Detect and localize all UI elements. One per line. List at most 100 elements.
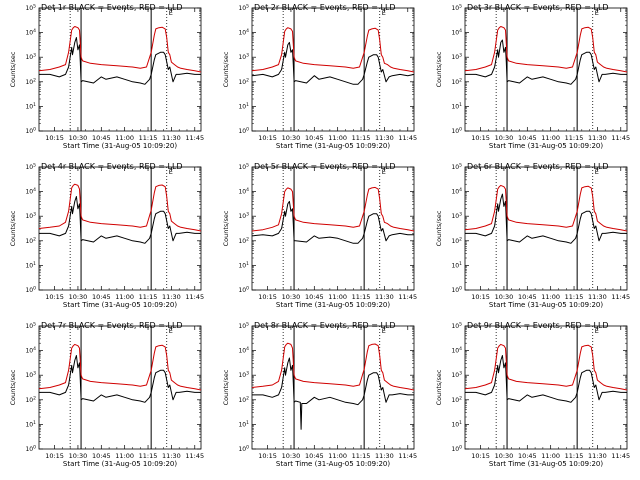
marker-label: E: [169, 9, 173, 17]
x-tick-label: 11:30: [588, 293, 607, 301]
y-tick-label: 101: [451, 102, 462, 111]
y-tick-label: 103: [25, 371, 36, 380]
y-tick-label: 101: [238, 261, 249, 270]
plot-frame: [38, 325, 202, 450]
events-series-line: [251, 200, 414, 244]
y-tick-label: 103: [451, 53, 462, 62]
x-tick-label: 11:00: [328, 293, 347, 301]
y-axis-label: Counts/sec: [222, 369, 230, 405]
x-tick-label: 10:15: [471, 134, 490, 142]
x-tick-label: 10:45: [92, 452, 111, 460]
y-axis-label: Counts/sec: [435, 369, 443, 405]
y-tick-label: 105: [25, 322, 36, 331]
y-tick-label: 103: [238, 53, 249, 62]
y-tick-label: 101: [25, 420, 36, 429]
marker-label: E: [169, 168, 173, 176]
y-tick-label: 101: [25, 261, 36, 270]
chart-panel: Det 9r BLACK = Events, RED = LLD 100 101 10…: [435, 321, 630, 468]
y-tick-label: 101: [25, 102, 36, 111]
events-series-line: [465, 355, 627, 403]
x-tick-label: 11:30: [162, 134, 181, 142]
events-series-line: [39, 355, 201, 403]
lld-series-line: [251, 186, 415, 232]
y-tick-label: 100: [451, 445, 462, 454]
x-tick-label: 11:00: [115, 134, 134, 142]
y-tick-label: 102: [451, 77, 462, 86]
plot-frame: [38, 166, 202, 291]
plot-frame: [251, 166, 415, 291]
x-tick-label: 11:00: [115, 293, 134, 301]
chart-panel: Det 2r BLACK = Events, RED = LLD 100 101 10…: [222, 3, 417, 150]
marker-label: E: [382, 168, 386, 176]
x-tick-label: 10:45: [518, 452, 537, 460]
y-tick-label: 104: [451, 346, 462, 355]
x-tick-label: 10:45: [92, 134, 111, 142]
x-tick-label: 10:30: [282, 452, 301, 460]
x-tick-label: 10:15: [45, 293, 64, 301]
x-tick-label: 10:45: [92, 293, 111, 301]
x-tick-label: 11:15: [565, 134, 584, 142]
x-tick-label: 10:30: [282, 134, 301, 142]
marker-label: E: [382, 9, 386, 17]
y-tick-label: 100: [238, 127, 249, 136]
x-tick-label: 11:45: [398, 134, 417, 142]
lld-series-line: [464, 343, 628, 391]
y-tick-label: 102: [238, 236, 249, 245]
events-series-line: [39, 196, 201, 244]
y-tick-label: 103: [25, 53, 36, 62]
y-tick-label: 101: [451, 261, 462, 270]
lld-series-line: [251, 342, 415, 391]
x-tick-label: 11:15: [139, 452, 158, 460]
chart-panel: Det 6r BLACK = Events, RED = LLD 100 101 10…: [435, 162, 630, 309]
x-tick-label: 11:15: [352, 452, 371, 460]
y-tick-label: 104: [25, 187, 36, 196]
y-axis-label: Counts/sec: [435, 51, 443, 87]
plot-frame: [464, 325, 628, 450]
y-tick-label: 102: [238, 395, 249, 404]
chart-title: Det 6r BLACK = Events, RED = LLD: [467, 162, 609, 171]
x-tick-label: 11:15: [565, 452, 584, 460]
chart-panel: Det 3r BLACK = Events, RED = LLD 100 101 10…: [435, 3, 630, 150]
x-axis-label: Start Time (31-Aug-05 10:09:20): [276, 301, 390, 309]
marker-label: E: [595, 168, 599, 176]
y-tick-label: 102: [238, 77, 249, 86]
events-series-line: [465, 39, 627, 85]
x-tick-label: 10:15: [45, 134, 64, 142]
y-tick-label: 103: [451, 212, 462, 221]
x-tick-label: 11:45: [185, 134, 204, 142]
x-tick-label: 11:45: [398, 452, 417, 460]
lld-series-line: [38, 26, 202, 73]
marker-label: E: [382, 327, 386, 335]
x-axis-label: Start Time (31-Aug-05 10:09:20): [489, 142, 603, 150]
x-tick-label: 11:30: [375, 293, 394, 301]
x-tick-label: 11:15: [352, 293, 371, 301]
plot-frame: [464, 166, 628, 291]
chart-panel: Det 1r BLACK = Events, RED = LLD 100 101 10…: [9, 3, 204, 150]
y-tick-label: 104: [25, 346, 36, 355]
events-series-line: [251, 41, 415, 85]
y-tick-label: 103: [451, 371, 462, 380]
chart-title: Det 7r BLACK = Events, RED = LLD: [41, 321, 183, 330]
x-tick-label: 11:45: [611, 452, 630, 460]
y-tick-label: 102: [25, 236, 36, 245]
y-tick-label: 105: [25, 4, 36, 13]
lld-series-line: [464, 184, 628, 232]
x-tick-label: 10:45: [518, 293, 537, 301]
y-tick-label: 104: [25, 28, 36, 37]
events-series-line: [39, 37, 201, 85]
y-tick-label: 100: [25, 286, 36, 295]
x-tick-label: 10:15: [258, 293, 277, 301]
x-tick-label: 11:30: [375, 134, 394, 142]
x-tick-label: 10:30: [495, 452, 514, 460]
x-tick-label: 10:45: [305, 293, 324, 301]
y-tick-label: 105: [238, 322, 249, 331]
marker-label: E: [169, 327, 173, 335]
y-tick-label: 104: [238, 28, 249, 37]
x-tick-label: 10:45: [305, 134, 324, 142]
y-tick-label: 104: [451, 28, 462, 37]
x-tick-label: 11:30: [375, 452, 394, 460]
x-tick-label: 10:15: [258, 452, 277, 460]
x-tick-label: 11:45: [185, 452, 204, 460]
x-tick-label: 10:30: [69, 134, 88, 142]
